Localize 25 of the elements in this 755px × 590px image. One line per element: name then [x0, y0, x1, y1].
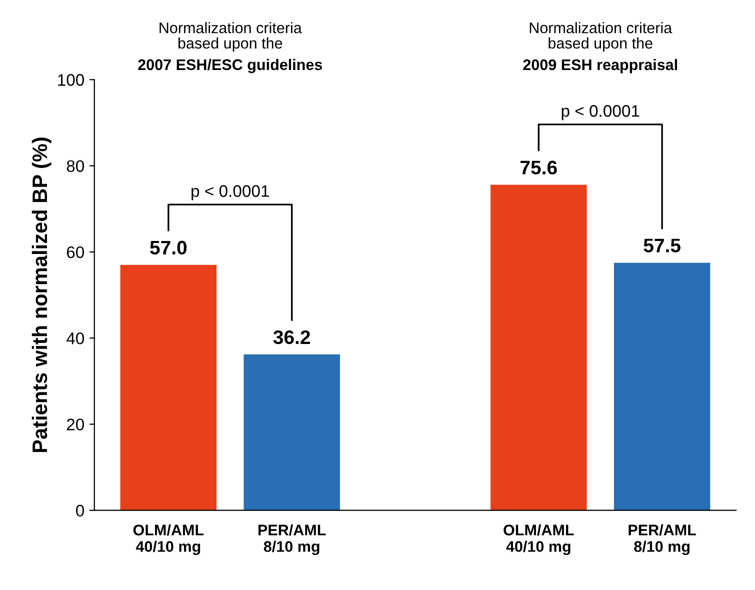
- data-label: 75.6: [520, 160, 557, 174]
- data-label: 57.5: [644, 238, 680, 252]
- y-tick-label: 60: [66, 246, 84, 258]
- text: Normalization criteria based upon the: [530, 22, 672, 52]
- x-tick-label: OLM/AML 40/10 mg: [504, 524, 574, 556]
- text: 2009 ESH reappraisal: [523, 58, 677, 74]
- data-label: 36.2: [273, 330, 310, 344]
- x-tick-label: OLM/AML 40/10 mg: [133, 524, 204, 556]
- bar: [120, 264, 217, 510]
- y-axis-title: Patients with normalized BP (%): [32, 138, 52, 452]
- data-label: 57.0: [150, 240, 187, 255]
- y-tick-label: 0: [76, 504, 84, 517]
- x-tick-label: PER/AML 8/10 mg: [258, 524, 326, 556]
- bar: [244, 354, 340, 510]
- bar: [614, 262, 710, 510]
- y-tick-label: 20: [66, 418, 84, 430]
- x-tick-label: PER/AML 8/10 mg: [628, 524, 696, 556]
- y-tick-label: 40: [66, 332, 84, 344]
- text: Normalization criteria based upon the: [160, 22, 302, 52]
- annotation: p < 0.0001: [562, 105, 640, 120]
- text: 2007 ESH/ESC guidelines: [138, 58, 322, 74]
- y-tick-label: 100: [58, 74, 84, 86]
- bar: [490, 184, 587, 510]
- annotation: p < 0.0001: [192, 185, 269, 200]
- y-tick-label: 80: [66, 160, 84, 172]
